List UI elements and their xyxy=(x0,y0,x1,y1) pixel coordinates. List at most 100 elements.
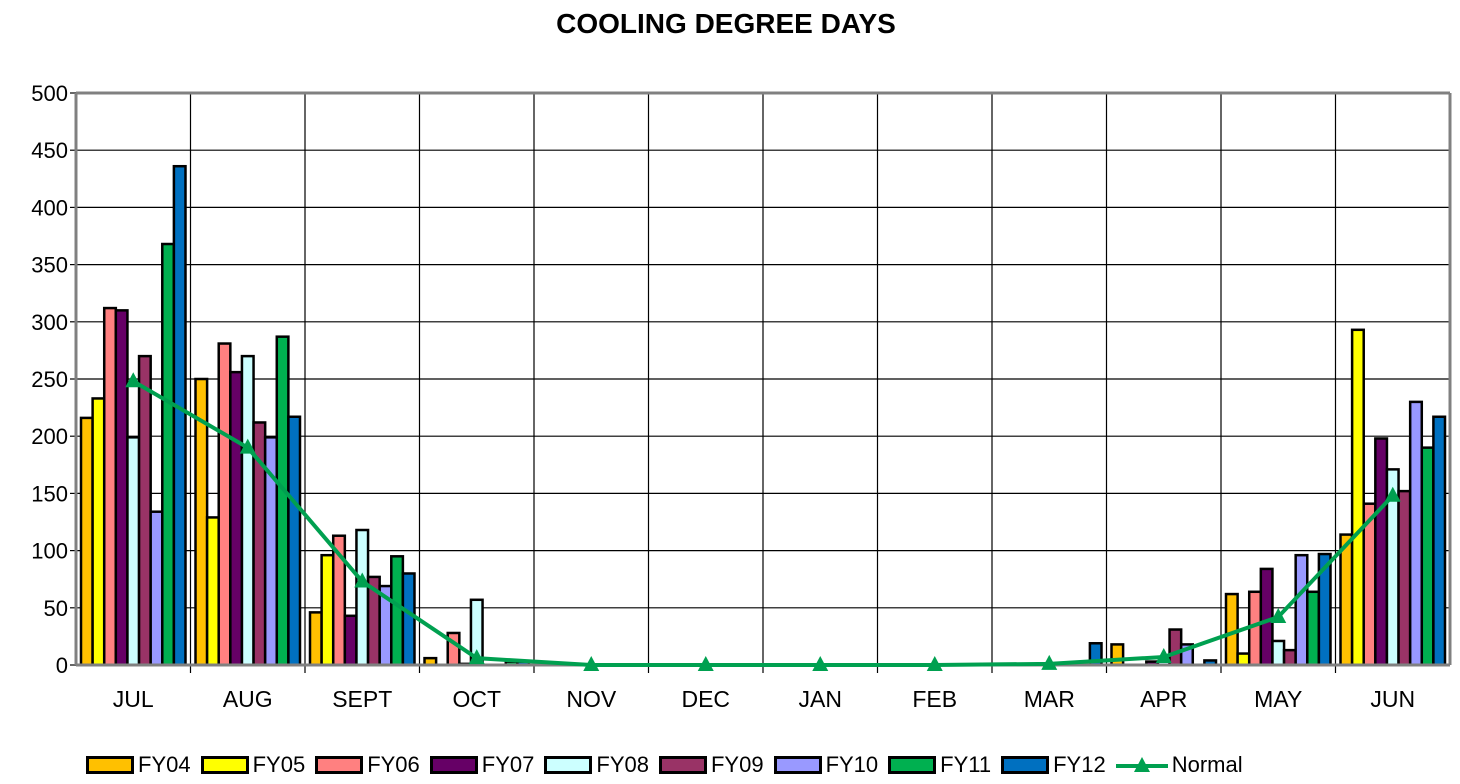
triangle-marker-icon xyxy=(812,656,829,671)
bar-fy05 xyxy=(205,516,220,667)
y-tick-label: 350 xyxy=(31,253,68,278)
legend-label: FY10 xyxy=(825,752,879,777)
legend-item-fy11: FY11 xyxy=(888,752,991,778)
y-tick-label: 50 xyxy=(44,596,68,621)
bar-fy04 xyxy=(1224,592,1239,667)
y-tick-label: 100 xyxy=(31,539,68,564)
triangle-marker-icon xyxy=(926,656,943,671)
y-tick-label: 150 xyxy=(31,481,68,506)
bar-fy07 xyxy=(229,370,244,667)
bar-fy11 xyxy=(1306,590,1321,667)
bar-fy11 xyxy=(1420,446,1435,667)
legend-item-fy10: FY10 xyxy=(773,752,879,778)
bar-fy12 xyxy=(1432,415,1447,667)
bar-fy08 xyxy=(355,528,370,667)
legend-swatch-icon xyxy=(200,756,249,774)
x-tick-label: JUL xyxy=(113,686,154,712)
y-tick-label: 200 xyxy=(31,424,68,449)
y-tick-label: 500 xyxy=(31,81,68,106)
legend-item-fy05: FY05 xyxy=(200,752,305,778)
bar-fy06 xyxy=(102,306,118,667)
legend-label: Normal xyxy=(1171,752,1243,777)
bar-fy05 xyxy=(320,553,335,667)
y-tick-label: 400 xyxy=(31,195,68,220)
bar-fy05 xyxy=(1350,328,1365,667)
legend-swatch-icon xyxy=(773,756,822,774)
bar-fy07 xyxy=(1259,567,1274,667)
bar-fy05 xyxy=(1236,652,1251,667)
x-tick-label: FEB xyxy=(912,686,957,712)
y-tick-label: 250 xyxy=(31,367,68,392)
bar-fy09 xyxy=(1397,489,1412,667)
bar-fy08 xyxy=(1271,639,1286,667)
legend-swatch-icon xyxy=(888,756,937,774)
legend-item-fy07: FY07 xyxy=(429,752,535,778)
legend-swatch-icon xyxy=(1001,756,1050,774)
triangle-marker-icon xyxy=(239,438,256,454)
x-tick-label: DEC xyxy=(681,686,730,712)
legend-label: FY04 xyxy=(138,752,191,777)
legend-line-triangle-icon xyxy=(1115,757,1168,772)
bar-fy05 xyxy=(91,397,106,667)
legend-label: FY11 xyxy=(940,752,992,777)
bar-fy04 xyxy=(79,416,94,667)
bar-fy12 xyxy=(172,164,187,667)
bar-fy11 xyxy=(161,242,176,667)
bar-fy06 xyxy=(1362,502,1377,667)
x-tick-label: JAN xyxy=(799,686,842,712)
legend-swatch-icon xyxy=(315,756,364,774)
bar-fy12 xyxy=(287,415,302,667)
bar-fy09 xyxy=(137,354,152,667)
triangle-marker-icon xyxy=(354,572,371,588)
bar-fy08 xyxy=(126,436,141,667)
legend-label: FY06 xyxy=(367,752,420,777)
bar-fy07 xyxy=(1374,437,1389,667)
legend-item-fy06: FY06 xyxy=(315,752,420,778)
triangle-marker-icon xyxy=(1041,654,1058,670)
legend-item-fy04: FY04 xyxy=(86,752,191,778)
bar-fy09 xyxy=(1282,648,1297,667)
bar-fy07 xyxy=(114,309,129,667)
y-tick-label: 450 xyxy=(31,138,68,163)
triangle-marker-icon xyxy=(1384,486,1401,502)
bar-fy10 xyxy=(1408,400,1424,667)
triangle-marker-icon xyxy=(1155,647,1172,663)
triangle-marker-icon xyxy=(697,656,714,671)
bar-fy08 xyxy=(240,354,255,667)
legend-item-fy12: FY12 xyxy=(1001,752,1106,778)
bar-fy04 xyxy=(1339,533,1354,667)
legend-label: FY07 xyxy=(481,752,535,777)
bar-fy11 xyxy=(390,555,405,667)
bar-fy09 xyxy=(1168,628,1183,667)
triangle-marker-icon xyxy=(583,656,600,671)
normal-line xyxy=(132,379,1395,667)
x-tick-label: JUN xyxy=(1370,686,1415,712)
legend-label: FY08 xyxy=(596,752,649,777)
bar-fy07 xyxy=(343,614,358,667)
legend-swatch-icon xyxy=(544,756,593,774)
bar-fy11 xyxy=(275,335,290,667)
legend-swatch-icon xyxy=(86,756,134,774)
x-tick-label: MAR xyxy=(1024,686,1075,712)
chart-legend: FY04 FY05 FY06 FY07 FY08 FY09 FY10 FY11 FY12 Norm… xyxy=(86,752,1253,778)
legend-swatch-icon xyxy=(658,756,707,774)
bar-fy10 xyxy=(149,510,164,667)
legend-item-normal: Normal xyxy=(1115,752,1243,778)
triangle-marker-icon xyxy=(468,649,485,665)
bar-fy04 xyxy=(308,611,323,667)
triangle-marker-icon xyxy=(125,372,142,388)
y-tick-label: 300 xyxy=(31,310,68,335)
chart-plot-area: 0 50 100 150 200 250 300 350 400 450 500 JUL AUG SEPT… xyxy=(31,81,1452,712)
legend-item-fy09: FY09 xyxy=(658,752,764,778)
y-tick-label: 0 xyxy=(56,653,68,678)
bar-fy12 xyxy=(401,572,416,667)
x-tick-label: OCT xyxy=(452,686,501,712)
legend-item-fy08: FY08 xyxy=(544,752,649,778)
x-tick-label: AUG xyxy=(223,686,273,712)
x-tick-label: SEPT xyxy=(332,686,392,712)
legend-label: FY12 xyxy=(1053,752,1106,777)
bar-fy06 xyxy=(217,342,232,667)
legend-label: FY09 xyxy=(710,752,764,777)
bar-fy10 xyxy=(1294,553,1309,667)
x-tick-label: MAY xyxy=(1254,686,1302,712)
